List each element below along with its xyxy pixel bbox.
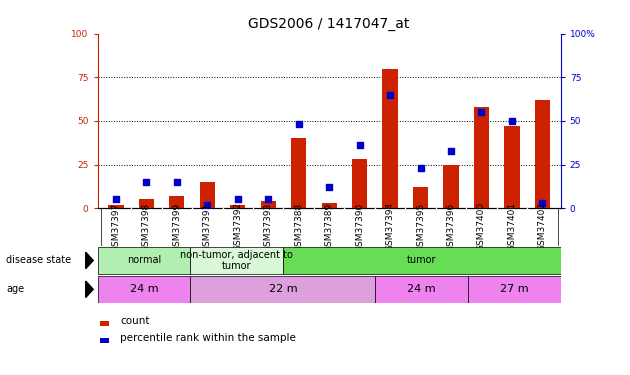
- Text: 22 m: 22 m: [268, 284, 297, 294]
- Bar: [98, 276, 190, 303]
- Point: [172, 179, 182, 185]
- Bar: [375, 276, 468, 303]
- Text: 24 m: 24 m: [130, 284, 158, 294]
- Text: GSM37395: GSM37395: [416, 202, 425, 252]
- Text: GSM37402: GSM37402: [538, 202, 547, 251]
- Bar: [291, 138, 306, 208]
- Bar: [444, 165, 459, 208]
- Bar: [535, 100, 550, 208]
- Point: [507, 118, 517, 124]
- Text: GSM37396: GSM37396: [447, 202, 455, 252]
- Bar: [382, 69, 398, 208]
- Bar: [283, 247, 561, 274]
- Text: non-tumor, adjacent to
tumor: non-tumor, adjacent to tumor: [180, 250, 293, 271]
- Bar: [100, 321, 109, 326]
- Point: [232, 196, 243, 202]
- Point: [446, 148, 456, 154]
- Text: disease state: disease state: [6, 255, 71, 266]
- Text: count: count: [120, 316, 149, 326]
- Point: [111, 196, 121, 202]
- Bar: [505, 126, 520, 208]
- Point: [324, 184, 334, 190]
- Point: [385, 92, 395, 98]
- Bar: [139, 200, 154, 208]
- Text: GSM37400: GSM37400: [477, 202, 486, 251]
- Polygon shape: [86, 252, 93, 269]
- Text: GSM37398: GSM37398: [142, 202, 151, 252]
- Bar: [321, 203, 337, 208]
- Bar: [352, 159, 367, 208]
- Text: GSM37397: GSM37397: [112, 202, 120, 252]
- Bar: [200, 182, 215, 208]
- Point: [141, 179, 151, 185]
- Point: [416, 165, 426, 171]
- Bar: [100, 338, 109, 343]
- Text: 27 m: 27 m: [500, 284, 529, 294]
- Bar: [468, 276, 561, 303]
- Point: [202, 202, 212, 208]
- Bar: [190, 276, 375, 303]
- Bar: [190, 247, 283, 274]
- Text: 24 m: 24 m: [408, 284, 436, 294]
- Bar: [98, 247, 190, 274]
- Text: GSM37392: GSM37392: [233, 202, 243, 251]
- Bar: [474, 107, 489, 208]
- Point: [537, 200, 547, 206]
- Text: GSM37399: GSM37399: [173, 202, 181, 252]
- Point: [294, 122, 304, 128]
- Bar: [169, 196, 185, 208]
- Bar: [108, 205, 123, 208]
- Text: GSM37394: GSM37394: [386, 202, 394, 251]
- Polygon shape: [86, 281, 93, 298]
- Title: GDS2006 / 1417047_at: GDS2006 / 1417047_at: [248, 17, 410, 32]
- Bar: [230, 205, 246, 208]
- Text: GSM37390: GSM37390: [355, 202, 364, 252]
- Text: age: age: [6, 284, 25, 294]
- Text: GSM37391: GSM37391: [203, 202, 212, 252]
- Point: [263, 196, 273, 202]
- Bar: [261, 201, 276, 208]
- Text: GSM37389: GSM37389: [324, 202, 334, 252]
- Text: GSM37393: GSM37393: [264, 202, 273, 252]
- Bar: [413, 187, 428, 208]
- Point: [476, 109, 486, 115]
- Text: normal: normal: [127, 255, 161, 266]
- Text: GSM37388: GSM37388: [294, 202, 303, 252]
- Text: tumor: tumor: [407, 255, 437, 266]
- Text: GSM37401: GSM37401: [507, 202, 517, 251]
- Point: [355, 142, 365, 148]
- Text: percentile rank within the sample: percentile rank within the sample: [120, 333, 295, 343]
